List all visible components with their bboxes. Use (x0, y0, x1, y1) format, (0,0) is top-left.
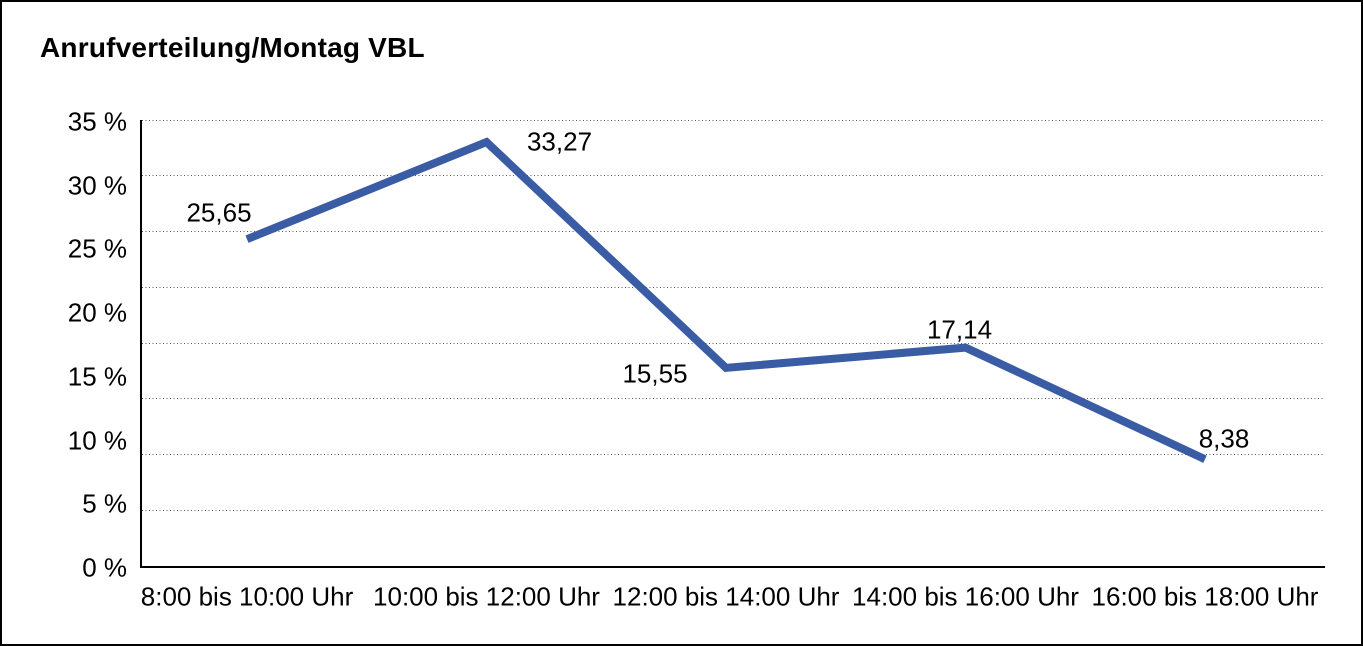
y-axis-line (140, 120, 142, 568)
data-point-label: 17,14 (926, 314, 993, 345)
x-axis-line (140, 566, 1325, 568)
y-axis-tick-label: 25 % (67, 233, 127, 264)
y-axis-tick-label: 15 % (67, 361, 127, 392)
gridline (142, 286, 1325, 288)
gridline (142, 231, 1325, 232)
data-point-label: 33,27 (526, 126, 593, 157)
gridline (142, 454, 1325, 455)
y-axis-tick-label: 20 % (67, 297, 127, 328)
x-axis-category-label: 10:00 bis 12:00 Uhr (373, 581, 600, 612)
gridline (142, 175, 1325, 177)
data-point-label: 25,65 (186, 197, 252, 228)
y-axis-tick-label: 35 % (67, 106, 127, 137)
y-axis-tick-label: 5 % (82, 488, 127, 519)
x-axis-category-label: 16:00 bis 18:00 Uhr (1091, 581, 1319, 612)
gridline (142, 119, 1325, 121)
x-axis-category-label: 14:00 bis 16:00 Uhr (852, 581, 1079, 612)
chart-title: Anrufverteilung/Montag VBL (40, 32, 425, 63)
data-line (245, 137, 1207, 463)
x-axis-category-label: 8:00 bis 10:00 Uhr (140, 581, 354, 612)
gridline (142, 398, 1325, 400)
data-point-label: 15,55 (622, 358, 688, 389)
plot-area: 35 % 30 % 25 % 20 % 15 % 10 % 5 % 0 % 8:00 bis 1… (68, 107, 1325, 612)
gridline (142, 342, 1325, 344)
x-axis-category-label: 12:00 bis 14:00 Uhr (612, 581, 840, 612)
y-axis-tick-label: 30 % (67, 170, 127, 201)
gridline (142, 509, 1325, 511)
y-axis-tick-label: 10 % (67, 425, 127, 456)
data-point-label: 8,38 (1198, 423, 1250, 454)
y-axis-tick-label: 0 % (82, 552, 127, 583)
data-line-canvas (245, 137, 1207, 463)
